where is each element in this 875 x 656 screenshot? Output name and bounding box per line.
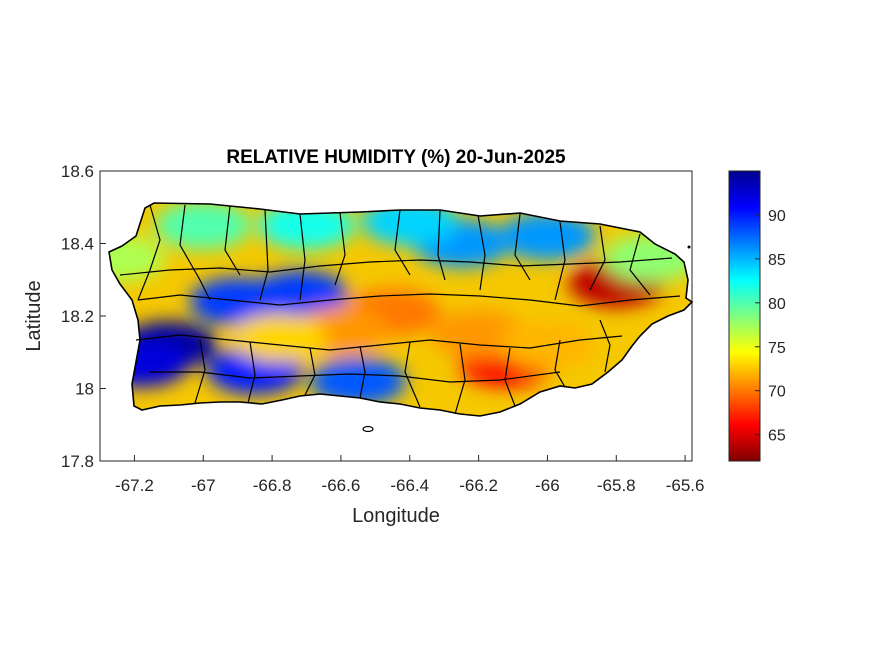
caja-de-muertos-islet: [362, 425, 374, 433]
colorbar-tick-label: 65: [768, 428, 786, 445]
x-tick-label: -66: [535, 476, 560, 495]
x-tick-label: -65.8: [597, 476, 636, 495]
colorbar-tick-label: 75: [768, 340, 786, 357]
humidity-feature-10: [230, 313, 327, 362]
colorbar-ticks: 65 70 75 80 85 90: [755, 208, 786, 445]
humidity-feature-17: [155, 203, 252, 250]
y-axis-ticks: 17.8 18 18.2 18.4 18.6: [61, 162, 106, 471]
colorbar-tick-label: 70: [768, 384, 786, 401]
x-tick-label: -66.8: [253, 476, 292, 495]
x-tick-label: -66.4: [390, 476, 429, 495]
x-tick-label: -66.6: [322, 476, 361, 495]
x-tick-label: -67.2: [115, 476, 154, 495]
colorbar-tick-label: 80: [768, 296, 786, 313]
y-tick-label: 17.8: [61, 452, 94, 471]
chart-title: RELATIVE HUMIDITY (%) 20-Jun-2025: [226, 147, 566, 168]
humidity-feature-4: [251, 270, 348, 319]
x-tick-label: -66.2: [459, 476, 498, 495]
y-tick-label: 18.4: [61, 235, 94, 254]
x-axis-ticks: -67.2 -67 -66.8 -66.6 -66.4 -66.2 -66 -65.8 -65.…: [115, 455, 704, 495]
humidity-feature-7: [499, 212, 596, 261]
humidity-feature-16: [109, 234, 166, 282]
colorbar-tick-label: 85: [768, 252, 786, 269]
islet-east: [687, 245, 691, 249]
colorbar: [728, 170, 761, 462]
colorbar-tick-label: 90: [768, 208, 786, 225]
x-tick-label: -67: [191, 476, 216, 495]
y-tick-label: 18: [75, 380, 94, 399]
humidity-feature-5: [310, 357, 407, 406]
x-tick-label: -65.6: [666, 476, 705, 495]
x-axis-label: Longitude: [352, 505, 440, 527]
y-axis-label: Latitude: [23, 280, 45, 351]
y-tick-label: 18.6: [61, 162, 94, 181]
municipal-boundaries: [119, 204, 681, 415]
y-tick-label: 18.2: [61, 307, 94, 326]
